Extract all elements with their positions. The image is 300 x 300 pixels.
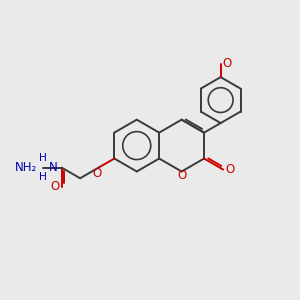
Text: N: N xyxy=(49,161,58,174)
Text: O: O xyxy=(223,57,232,70)
Text: O: O xyxy=(225,163,234,176)
Text: O: O xyxy=(92,167,102,180)
Text: O: O xyxy=(177,169,186,182)
Text: H: H xyxy=(39,153,46,163)
Text: NH₂: NH₂ xyxy=(14,161,37,174)
Text: O: O xyxy=(51,180,60,193)
Text: H: H xyxy=(39,172,46,182)
